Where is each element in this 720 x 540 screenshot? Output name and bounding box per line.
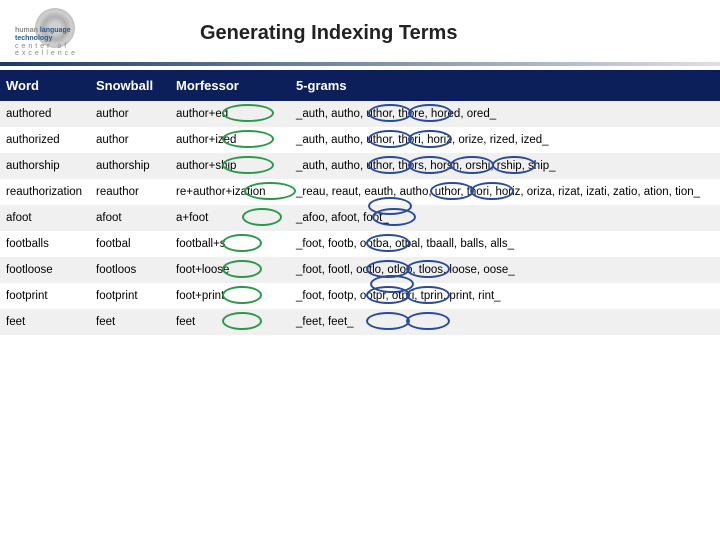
cell-morfessor: football+s <box>170 231 290 257</box>
table-row: feetfeetfeet_feet, feet_ <box>0 309 720 335</box>
th-5grams: 5-grams <box>290 70 720 101</box>
slide-title: Generating Indexing Terms <box>200 22 457 45</box>
table-row: footballsfootbalfootball+s_foot, footb, … <box>0 231 720 257</box>
divider <box>0 62 720 66</box>
cell-snowball: footprint <box>90 283 170 309</box>
cell-word: reauthorization <box>0 179 90 205</box>
header: human language technology center of exce… <box>0 0 720 62</box>
logo-text: human language technology center of exce… <box>15 27 105 58</box>
cell-morfessor: author+ship <box>170 153 290 179</box>
cell-word: authorship <box>0 153 90 179</box>
terms-table: Word Snowball Morfessor 5-grams authored… <box>0 70 720 335</box>
cell-word: authorized <box>0 127 90 153</box>
logo: human language technology center of exce… <box>15 8 105 58</box>
cell-5grams: _foot, footl, ootlo, otloo, tloos, loose… <box>290 257 720 283</box>
cell-snowball: footbal <box>90 231 170 257</box>
cell-word: footprint <box>0 283 90 309</box>
cell-5grams: _auth, autho, uthor, thori, horiz, orize… <box>290 127 720 153</box>
cell-morfessor: re+author+ization <box>170 179 290 205</box>
table-row: authorizedauthorauthor+ized_auth, autho,… <box>0 127 720 153</box>
cell-morfessor: feet <box>170 309 290 335</box>
cell-5grams: _foot, footp, ootpr, otpri, tprin, print… <box>290 283 720 309</box>
table-row: authorshipauthorshipauthor+ship_auth, au… <box>0 153 720 179</box>
cell-word: authored <box>0 101 90 127</box>
cell-5grams: _foot, footb, ootba, otbal, tbaall, ball… <box>290 231 720 257</box>
cell-word: feet <box>0 309 90 335</box>
table-row: afootafoota+foot_afoo, afoot, foot_ <box>0 205 720 231</box>
table-row: authoredauthorauthor+ed_auth, autho, uth… <box>0 101 720 127</box>
cell-5grams: _reau, reaut, eauth, autho, uthor, thori… <box>290 179 720 205</box>
th-word: Word <box>0 70 90 101</box>
table-row: reauthorizationreauthorre+author+ization… <box>0 179 720 205</box>
table-row: footloosefootloosfoot+loose_foot, footl,… <box>0 257 720 283</box>
cell-snowball: reauthor <box>90 179 170 205</box>
table-row: footprintfootprintfoot+print_foot, footp… <box>0 283 720 309</box>
cell-5grams: _feet, feet_ <box>290 309 720 335</box>
cell-snowball: author <box>90 101 170 127</box>
cell-5grams: _afoo, afoot, foot_ <box>290 205 720 231</box>
cell-morfessor: a+foot <box>170 205 290 231</box>
cell-snowball: author <box>90 127 170 153</box>
cell-morfessor: foot+loose <box>170 257 290 283</box>
cell-word: footballs <box>0 231 90 257</box>
cell-morfessor: author+ized <box>170 127 290 153</box>
cell-word: footloose <box>0 257 90 283</box>
cell-snowball: feet <box>90 309 170 335</box>
cell-5grams: _auth, autho, uthor, thors, horsh, orshi… <box>290 153 720 179</box>
cell-snowball: footloos <box>90 257 170 283</box>
header-row: Word Snowball Morfessor 5-grams <box>0 70 720 101</box>
th-morfessor: Morfessor <box>170 70 290 101</box>
cell-morfessor: foot+print <box>170 283 290 309</box>
cell-morfessor: author+ed <box>170 101 290 127</box>
th-snowball: Snowball <box>90 70 170 101</box>
cell-snowball: afoot <box>90 205 170 231</box>
cell-snowball: authorship <box>90 153 170 179</box>
cell-5grams: _auth, autho, uthor, thore, hored, ored_ <box>290 101 720 127</box>
cell-word: afoot <box>0 205 90 231</box>
